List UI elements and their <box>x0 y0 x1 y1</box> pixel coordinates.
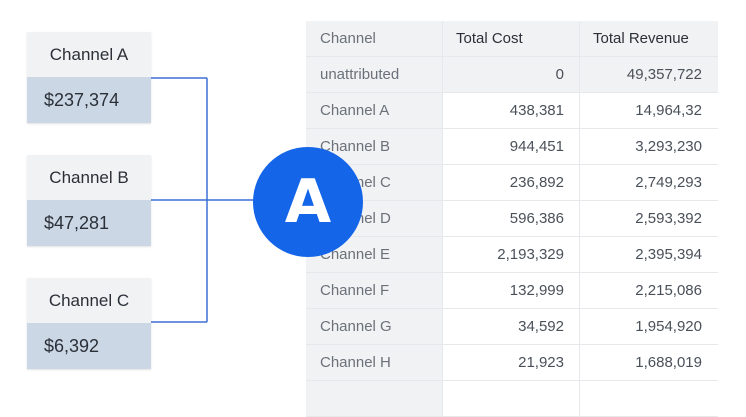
source-card-title: Channel C <box>27 278 151 323</box>
source-card-channel-b: Channel B $47,281 <box>27 155 151 246</box>
source-card-title: Channel B <box>27 155 151 200</box>
cell-channel: Channel F <box>306 273 442 308</box>
source-card-amount: $47,281 <box>27 200 151 246</box>
source-card-channel-c: Channel C $6,392 <box>27 278 151 369</box>
cell-cost: 132,999 <box>442 273 579 308</box>
cell-cost: 596,386 <box>442 201 579 236</box>
cell-revenue: 3,293,230 <box>579 129 718 164</box>
cell-revenue: 49,357,722 <box>579 57 718 92</box>
table-row: Channel A 438,381 14,964,32 <box>306 93 718 129</box>
cell-cost <box>442 381 579 416</box>
table-row: Channel D 596,386 2,593,392 <box>306 201 718 237</box>
cell-cost: 0 <box>442 57 579 92</box>
table-row: Channel H 21,923 1,688,019 <box>306 345 718 381</box>
connector-lines <box>151 77 262 323</box>
cell-cost: 21,923 <box>442 345 579 380</box>
cell-revenue: 2,749,293 <box>579 165 718 200</box>
cell-revenue: 2,395,394 <box>579 237 718 272</box>
source-card-channel-a: Channel A $237,374 <box>27 32 151 123</box>
table-row: Channel F 132,999 2,215,086 <box>306 273 718 309</box>
table-row: Channel G 34,592 1,954,920 <box>306 309 718 345</box>
source-card-amount: $6,392 <box>27 323 151 369</box>
cell-cost: 438,381 <box>442 93 579 128</box>
table-row: unattributed 0 49,357,722 <box>306 57 718 93</box>
cell-cost: 2,193,329 <box>442 237 579 272</box>
header-total-cost: Total Cost <box>442 21 579 56</box>
cell-channel: Channel A <box>306 93 442 128</box>
cell-revenue: 1,954,920 <box>579 309 718 344</box>
cell-revenue: 1,688,019 <box>579 345 718 380</box>
table-header-row: Channel Total Cost Total Revenue <box>306 21 718 57</box>
cell-revenue: 2,593,392 <box>579 201 718 236</box>
cell-revenue <box>579 381 718 416</box>
cell-cost: 34,592 <box>442 309 579 344</box>
source-card-amount: $237,374 <box>27 77 151 123</box>
cell-channel <box>306 381 442 416</box>
cell-revenue: 2,215,086 <box>579 273 718 308</box>
cell-cost: 944,451 <box>442 129 579 164</box>
header-total-revenue: Total Revenue <box>579 21 718 56</box>
source-card-title: Channel A <box>27 32 151 77</box>
header-channel: Channel <box>306 21 442 56</box>
letter-badge: A <box>253 147 363 257</box>
table-row <box>306 381 718 417</box>
table-row: Channel E 2,193,329 2,395,394 <box>306 237 718 273</box>
cell-channel: unattributed <box>306 57 442 92</box>
cell-cost: 236,892 <box>442 165 579 200</box>
cell-channel: Channel H <box>306 345 442 380</box>
cell-revenue: 14,964,32 <box>579 93 718 128</box>
table-row: Channel C 236,892 2,749,293 <box>306 165 718 201</box>
channel-table: Channel Total Cost Total Revenue unattri… <box>306 21 718 417</box>
cell-channel: Channel G <box>306 309 442 344</box>
table-row: Channel B 944,451 3,293,230 <box>306 129 718 165</box>
